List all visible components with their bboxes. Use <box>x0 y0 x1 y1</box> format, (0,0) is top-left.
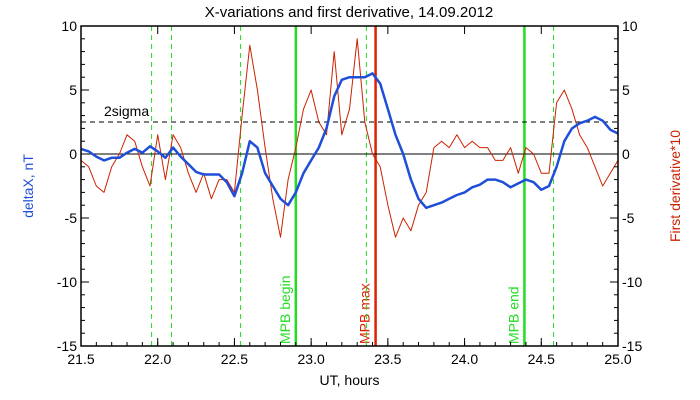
series-line-derivative <box>80 38 619 238</box>
x-tick-label: 22.0 <box>144 351 171 367</box>
x-axis-label: UT, hours <box>320 372 380 388</box>
y-tick-label-left: -10 <box>57 274 77 290</box>
y-tick-label-right: 5 <box>622 82 630 98</box>
y-axis-label-right: First derivative*10 <box>667 130 683 242</box>
marker-label-mpb-max: MPB max <box>357 283 373 344</box>
chart-title: X-variations and first derivative, 14.09… <box>205 4 494 21</box>
x-tick-label: 25.0 <box>604 351 631 367</box>
y-tick-label-right: -5 <box>622 210 635 226</box>
x-tick-label: 24.5 <box>528 351 555 367</box>
marker-label-mpb-begin: MPB begin <box>277 276 293 344</box>
y-tick-label-left: 10 <box>61 18 77 34</box>
threshold-label: 2sigma <box>104 103 149 119</box>
x-tick-label: 23.0 <box>298 351 325 367</box>
y-tick-label-left: 5 <box>69 82 77 98</box>
reference-lines <box>81 121 618 155</box>
y-tick-label-left: 0 <box>69 146 77 162</box>
y-axis-label-left: deltaX, nT <box>20 154 36 218</box>
y-tick-label-right: 10 <box>622 18 638 34</box>
y-tick-label-left: -15 <box>57 338 77 354</box>
x-tick-label: 21.5 <box>67 351 94 367</box>
y-tick-label-left: -5 <box>65 210 78 226</box>
vertical-markers: MPB begin MPB max MPB end <box>151 26 555 346</box>
x-tick-label: 23.5 <box>374 351 401 367</box>
series-layer <box>80 38 619 238</box>
x-tick-label: 22.5 <box>221 351 248 367</box>
series-line-deltax <box>80 72 619 210</box>
plot-frame <box>80 25 619 347</box>
x-tick-label: 24.0 <box>451 351 478 367</box>
marker-label-mpb-end: MPB end <box>505 286 521 344</box>
y-tick-label-right: -10 <box>622 274 642 290</box>
y-tick-label-right: -15 <box>622 338 642 354</box>
axis-ticks: 21.5 22.0 22.5 23.0 23.5 24.0 24.5 25.0-15 -15-1… <box>57 18 643 367</box>
y-tick-label-right: 0 <box>622 146 630 162</box>
